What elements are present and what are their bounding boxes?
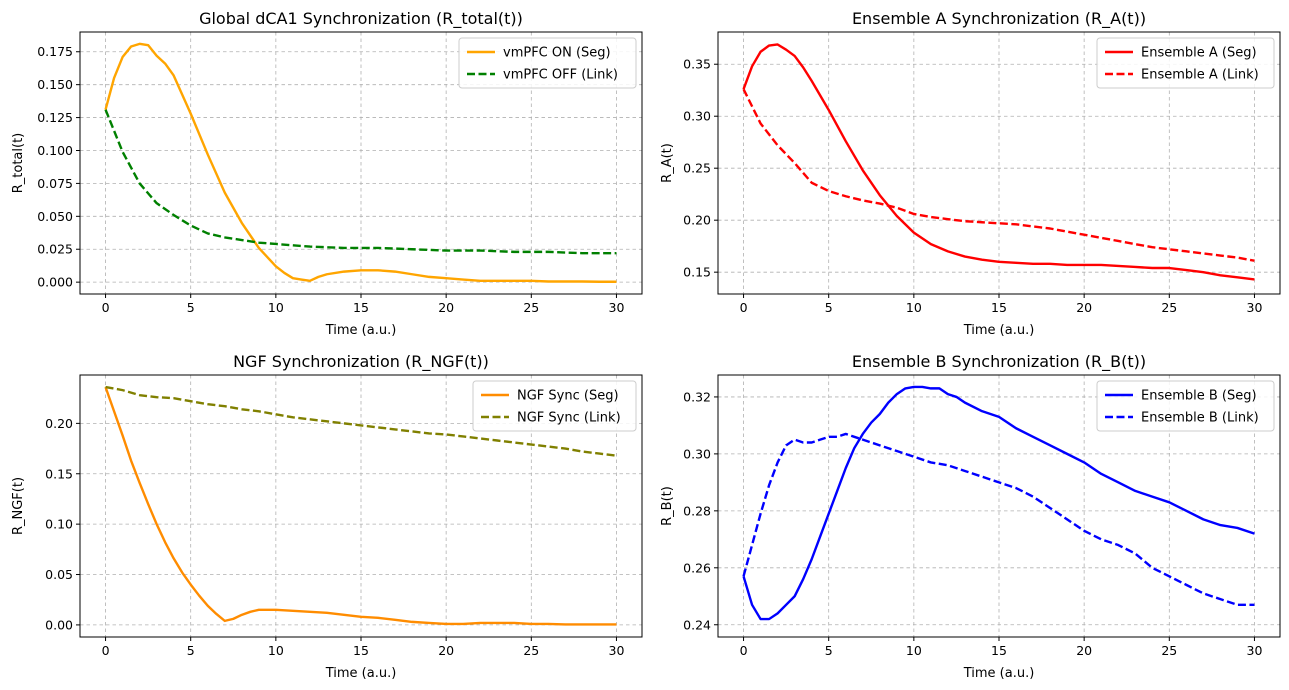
x-tick-label: 15	[353, 643, 369, 658]
legend-label: NGF Sync (Seg)	[517, 389, 619, 404]
x-axis-label: Time (a.u.)	[963, 666, 1035, 681]
legend-label: Ensemble B (Link)	[1141, 411, 1259, 426]
x-tick-label: 15	[991, 643, 1007, 658]
legend-box	[458, 37, 637, 89]
y-tick-label: 0.050	[37, 209, 73, 224]
legend-box	[1096, 37, 1275, 89]
legend: vmPFC ON (Seg) vmPFC OFF (Link)	[458, 37, 637, 89]
x-tick-label: 10	[906, 643, 922, 658]
x-tick-label: 30	[609, 300, 625, 315]
legend-box	[472, 380, 637, 432]
y-tick-label: 0.15	[45, 466, 73, 481]
x-tick-label: 5	[187, 643, 195, 658]
series-line-1	[104, 42, 617, 283]
legend: NGF Sync (Seg) NGF Sync (Link)	[472, 380, 637, 432]
x-tick-label: 10	[268, 643, 284, 658]
x-tick-label: 20	[438, 643, 454, 658]
y-tick-label: 0.32	[683, 389, 711, 404]
x-tick-label: 30	[609, 643, 625, 658]
y-axis-label: R_NGF(t)	[11, 477, 26, 535]
chart-panel: 0 5 10 15 20 25 30 0.15 0.20 0.25 0.30 0.35 Ensemble…	[660, 9, 1281, 338]
y-tick-label: 0.24	[683, 617, 711, 632]
y-tick-label: 0.15	[683, 265, 711, 280]
x-tick-label: 25	[1161, 300, 1177, 315]
y-tick-label: 0.125	[37, 110, 73, 125]
legend-label: vmPFC OFF (Link)	[503, 68, 618, 83]
y-axis-label: R_A(t)	[660, 143, 675, 183]
y-axis-label: R_total(t)	[11, 133, 26, 194]
y-tick-label: 0.30	[683, 446, 711, 461]
x-tick-label: 15	[991, 300, 1007, 315]
chart-panel: 0 5 10 15 20 25 30 0.00 0.05 0.10 0.15 0.20 NGF Sync…	[11, 352, 643, 681]
legend-label: Ensemble B (Seg)	[1141, 389, 1257, 404]
chart-title: Ensemble B Synchronization (R_B(t))	[852, 352, 1146, 372]
y-tick-label: 0.100	[37, 143, 73, 158]
legend-label: NGF Sync (Link)	[517, 411, 621, 426]
y-tick-label: 0.175	[37, 44, 73, 59]
x-tick-label: 5	[825, 300, 833, 315]
y-tick-label: 0.20	[683, 213, 711, 228]
x-tick-label: 20	[1076, 643, 1092, 658]
y-tick-label: 0.25	[683, 161, 711, 176]
y-tick-label: 0.00	[45, 617, 73, 632]
x-tick-label: 25	[523, 300, 539, 315]
series-line-2	[742, 432, 1255, 607]
x-tick-label: 0	[102, 643, 110, 658]
legend-label: vmPFC ON (Seg)	[503, 46, 611, 61]
y-tick-label: 0.20	[45, 416, 73, 431]
legend-box	[1096, 380, 1275, 432]
x-tick-label: 20	[1076, 300, 1092, 315]
y-tick-label: 0.30	[683, 109, 711, 124]
series-line-1	[742, 385, 1255, 621]
x-tick-label: 0	[740, 643, 748, 658]
chart-title: NGF Synchronization (R_NGF(t))	[233, 352, 489, 372]
legend: Ensemble B (Seg) Ensemble B (Link)	[1096, 380, 1275, 432]
legend-label: Ensemble A (Link)	[1141, 68, 1259, 83]
y-tick-label: 0.10	[45, 517, 73, 532]
x-tick-label: 5	[187, 300, 195, 315]
series-line-2	[104, 109, 617, 255]
y-tick-label: 0.150	[37, 77, 73, 92]
x-axis-label: Time (a.u.)	[963, 323, 1035, 338]
chart-panel: 0 5 10 15 20 25 30 0.000 0.025 0.050 0.075 0.100 0.1…	[11, 9, 643, 338]
series-line-1	[104, 386, 617, 626]
series-line-2	[105, 385, 617, 457]
x-axis-label: Time (a.u.)	[325, 323, 397, 338]
legend-label: Ensemble A (Seg)	[1141, 46, 1257, 61]
legend: Ensemble A (Seg) Ensemble A (Link)	[1096, 37, 1275, 89]
y-tick-label: 0.35	[683, 57, 711, 72]
x-tick-label: 20	[438, 300, 454, 315]
x-tick-label: 15	[353, 300, 369, 315]
x-tick-label: 30	[1247, 300, 1263, 315]
x-tick-label: 10	[268, 300, 284, 315]
y-axis-label: R_B(t)	[660, 486, 675, 526]
x-tick-label: 0	[740, 300, 748, 315]
chart-title: Global dCA1 Synchronization (R_total(t))	[199, 9, 523, 29]
x-axis-label: Time (a.u.)	[325, 666, 397, 681]
x-tick-label: 10	[906, 300, 922, 315]
x-tick-label: 25	[1161, 643, 1177, 658]
y-tick-label: 0.05	[45, 567, 73, 582]
y-tick-label: 0.025	[37, 242, 73, 257]
x-tick-label: 25	[523, 643, 539, 658]
y-tick-label: 0.26	[683, 560, 711, 575]
x-tick-label: 5	[825, 643, 833, 658]
series-line-1	[742, 43, 1255, 281]
chart-title: Ensemble A Synchronization (R_A(t))	[852, 9, 1146, 29]
chart-panel: 0 5 10 15 20 25 30 0.24 0.26 0.28 0.30 0.32 Ensemble…	[660, 352, 1281, 681]
y-tick-label: 0.000	[37, 275, 73, 290]
y-tick-label: 0.28	[683, 503, 711, 518]
y-tick-label: 0.075	[37, 176, 73, 191]
x-tick-label: 30	[1247, 643, 1263, 658]
x-tick-label: 0	[102, 300, 110, 315]
